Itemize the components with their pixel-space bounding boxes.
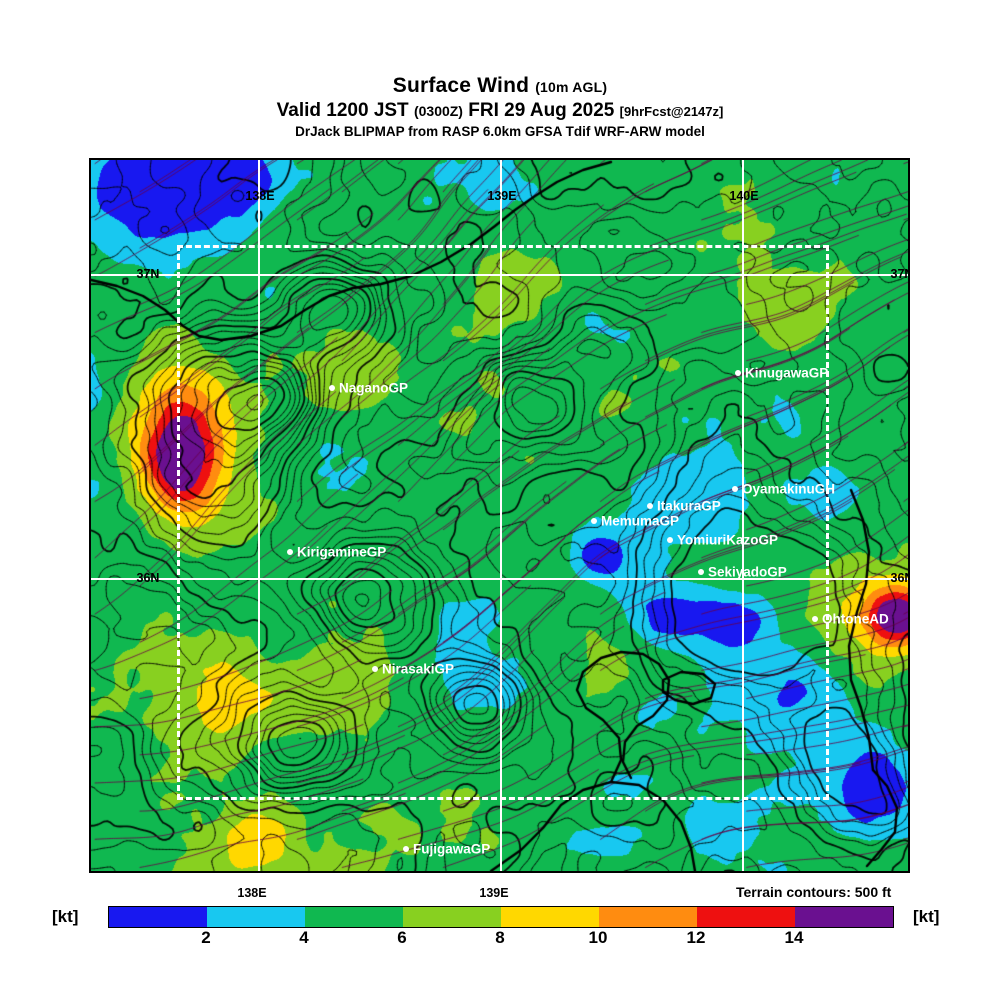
gridline-lat-37n — [91, 274, 908, 276]
valid-time: Valid 1200 JST — [276, 100, 409, 121]
station-label: KirigamineGP — [297, 544, 387, 560]
colorbar-swatch-1 — [207, 907, 305, 927]
station-label: KinugawaGP — [745, 365, 829, 381]
forecast-hour-badge: [9hrFcst@2147z] — [619, 104, 724, 119]
station-dot-icon — [329, 385, 335, 392]
gridline-lon-140e — [742, 160, 744, 871]
model-source-line: DrJack BLIPMAP from RASP 6.0km GFSA Tdif… — [295, 124, 705, 139]
gridline-lat-36n — [91, 578, 908, 580]
station-dot-icon — [591, 518, 597, 525]
colorbar-swatch-6 — [697, 907, 795, 927]
station-marker[interactable]: KirigamineGP — [287, 544, 387, 560]
title-line-1: Surface Wind (10m AGL) — [0, 74, 1000, 99]
colorbar-unit-right: [kt] — [913, 907, 940, 926]
colorbar-swatch-3 — [403, 907, 501, 927]
terrain-contour-note: Terrain contours: 500 ft — [736, 884, 892, 900]
station-marker[interactable]: MemumaGP — [591, 513, 680, 529]
station-dot-icon — [667, 537, 673, 544]
station-label: ItakuraGP — [657, 498, 721, 514]
lat-label-right-36N: 36N — [890, 571, 908, 585]
lon-label-140E: 140E — [729, 189, 759, 203]
station-marker[interactable]: KinugawaGP — [735, 365, 829, 381]
station-label: YomiuriKazoGP — [677, 532, 779, 548]
station-dot-icon — [812, 616, 818, 623]
station-marker[interactable]: OyamakinuGH — [732, 481, 836, 497]
lon-label-139E: 139E — [487, 189, 517, 203]
valid-date: FRI 29 Aug 2025 — [468, 100, 615, 121]
station-dot-icon — [698, 569, 704, 576]
station-marker[interactable]: NaganoGP — [329, 380, 409, 396]
station-label: FujigawaGP — [413, 841, 491, 857]
station-dot-icon — [372, 666, 378, 673]
colorbar-tick-2: 2 — [201, 928, 211, 947]
station-dot-icon — [647, 503, 653, 510]
title-line-2: Valid 1200 JST (0300Z) FRI 29 Aug 2025 [… — [0, 99, 1000, 123]
valid-time-utc: (0300Z) — [413, 103, 463, 119]
station-marker[interactable]: ItakuraGP — [647, 498, 721, 514]
lat-label-left-36N: 36N — [136, 571, 160, 585]
colorbar-tick-12: 12 — [686, 928, 706, 947]
colorbar-unit-left: [kt] — [52, 907, 79, 926]
station-label: MemumaGP — [601, 513, 680, 529]
station-label: OhtoneAD — [822, 611, 889, 627]
colorbar-swatch-5 — [599, 907, 697, 927]
station-marker[interactable]: YomiuriKazoGP — [667, 532, 779, 548]
station-dot-icon — [732, 486, 738, 493]
gridline-lon-139e — [500, 160, 502, 871]
title-main: Surface Wind — [392, 74, 530, 97]
station-dot-icon — [403, 846, 409, 853]
title-block: Surface Wind (10m AGL) Valid 1200 JST (0… — [0, 74, 1000, 141]
station-label: NirasakiGP — [382, 661, 455, 677]
station-dot-icon — [735, 370, 741, 377]
colorbar-tick-4: 4 — [299, 928, 309, 947]
lat-label-right-37N: 37N — [890, 267, 908, 281]
station-dot-icon — [287, 549, 293, 556]
map-plot-area[interactable]: 138E 139E 140E 37N 36N 37N 36N NaganoGP Kinugaw… — [89, 158, 910, 873]
colorbar-swatch-2 — [305, 907, 403, 927]
colorbar-swatch-4 — [501, 907, 599, 927]
colorbar-swatch-7 — [795, 907, 893, 927]
station-marker[interactable]: FujigawaGP — [403, 841, 491, 857]
lat-label-left-37N: 37N — [136, 267, 160, 281]
wind-speed-colorbar[interactable] — [108, 906, 894, 928]
gridline-lon-138e — [258, 160, 260, 871]
station-marker[interactable]: OhtoneAD — [812, 611, 889, 627]
bottom-lon-label-138E: 138E — [237, 886, 267, 900]
colorbar-tick-6: 6 — [397, 928, 407, 947]
station-label: SekiyadoGP — [708, 564, 787, 580]
colorbar-swatch-0 — [109, 907, 207, 927]
title-height-qualifier: (10m AGL) — [535, 79, 608, 95]
station-marker[interactable]: NirasakiGP — [372, 661, 455, 677]
colorbar-tick-14: 14 — [784, 928, 804, 947]
station-marker[interactable]: SekiyadoGP — [698, 564, 787, 580]
lon-label-138E: 138E — [245, 189, 275, 203]
wind-speed-contour-field — [91, 160, 908, 871]
subdomain-dashed-box — [177, 245, 829, 800]
colorbar-tick-10: 10 — [588, 928, 608, 947]
station-label: OyamakinuGH — [742, 481, 836, 497]
bottom-lon-label-139E: 139E — [479, 886, 509, 900]
station-label: NaganoGP — [339, 380, 409, 396]
colorbar-tick-8: 8 — [495, 928, 505, 947]
